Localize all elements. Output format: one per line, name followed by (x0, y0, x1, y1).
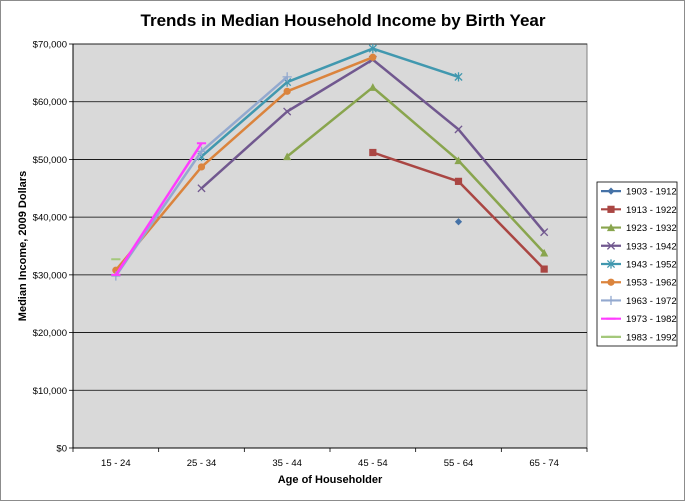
series-1973-1982 (111, 142, 207, 276)
legend: 1903 - 1912 1913 - 1922 1923 - 1932 1933 - … (596, 181, 678, 347)
data-point (454, 218, 463, 226)
x-tick-label: 45 - 54 (358, 458, 388, 469)
y-tick-label: $50,000 (33, 155, 67, 166)
legend-item: 1903 - 1912 (601, 187, 677, 198)
legend-label: 1973 - 1982 (626, 314, 677, 325)
data-point (197, 163, 206, 171)
data-point (368, 83, 377, 91)
legend-item: 1983 - 1992 (601, 332, 677, 343)
x-axis-ticks: 15 - 24 25 - 34 35 - 44 45 - 54 55 - 64 65 - … (72, 44, 588, 469)
data-point (283, 152, 292, 161)
data-point (196, 146, 207, 156)
x-tick-label: 35 - 44 (272, 458, 302, 469)
legend-label: 1933 - 1942 (626, 241, 677, 252)
legend-item: 1933 - 1942 (601, 241, 677, 252)
data-point (606, 223, 616, 232)
x-tick-label: 65 - 74 (529, 458, 559, 469)
series-layer (111, 44, 549, 281)
data-point (282, 72, 292, 82)
y-tick-label: $40,000 (33, 213, 67, 224)
data-point (283, 87, 291, 95)
legend-label: 1983 - 1992 (626, 332, 677, 343)
series-1903-1912 (454, 218, 463, 226)
series-1943-1952 (197, 44, 463, 162)
data-point (454, 72, 463, 82)
legend-item: 1913 - 1922 (601, 205, 677, 216)
series-1963-1972 (111, 72, 292, 281)
y-tick-label: $30,000 (33, 270, 67, 281)
data-point (607, 205, 615, 213)
data-point (368, 44, 377, 54)
legend-label: 1913 - 1922 (626, 205, 677, 216)
data-point (606, 241, 616, 250)
chart-title: Trends in Median Household Income by Bir… (141, 11, 546, 30)
legend-item: 1953 - 1962 (601, 278, 677, 289)
data-point (454, 177, 463, 185)
y-tick-label: $60,000 (33, 97, 67, 108)
data-point (607, 187, 615, 195)
data-point (369, 53, 377, 61)
legend-label: 1923 - 1932 (626, 223, 677, 234)
y-axis-ticks: $0 $10,000 $20,000 $30,000 $40,000 $50,000 $60… (33, 40, 73, 455)
data-point (197, 184, 206, 193)
data-point (540, 248, 549, 257)
y-tick-label: $70,000 (33, 40, 67, 51)
series-1913-1922 (369, 148, 548, 273)
series-line (114, 142, 203, 276)
x-tick-label: 15 - 24 (101, 458, 131, 469)
data-point (607, 278, 615, 286)
legend-label: 1943 - 1952 (626, 260, 677, 271)
x-tick-label: 25 - 34 (187, 458, 217, 469)
series-line (286, 86, 546, 254)
plot-area (72, 43, 588, 449)
y-axis-title: Median Income, 2009 Dollars (17, 171, 29, 321)
series-1953-1962 (112, 53, 377, 274)
y-tick-label: $20,000 (33, 328, 67, 339)
data-point (283, 107, 292, 116)
data-point (454, 125, 463, 134)
x-tick-label: 55 - 64 (444, 458, 474, 469)
y-tick-label: $0 (56, 444, 67, 455)
legend-item: 1963 - 1972 (601, 295, 677, 307)
data-point (369, 148, 377, 157)
legend-item: 1943 - 1952 (601, 259, 677, 271)
legend-label: 1953 - 1962 (626, 278, 677, 289)
data-point (606, 295, 616, 306)
legend-label: 1963 - 1972 (626, 296, 677, 307)
data-point (606, 259, 616, 269)
data-point (540, 228, 549, 237)
legend-item: 1973 - 1982 (601, 314, 677, 325)
y-tick-label: $10,000 (33, 386, 67, 397)
data-point (454, 156, 463, 165)
x-axis-title: Age of Householder (278, 474, 383, 486)
series-line (200, 47, 459, 158)
series-line (114, 56, 374, 271)
data-point (540, 265, 548, 273)
legend-label: 1903 - 1912 (626, 187, 677, 198)
legend-item: 1923 - 1932 (601, 223, 677, 234)
series-1923-1932 (283, 83, 549, 257)
